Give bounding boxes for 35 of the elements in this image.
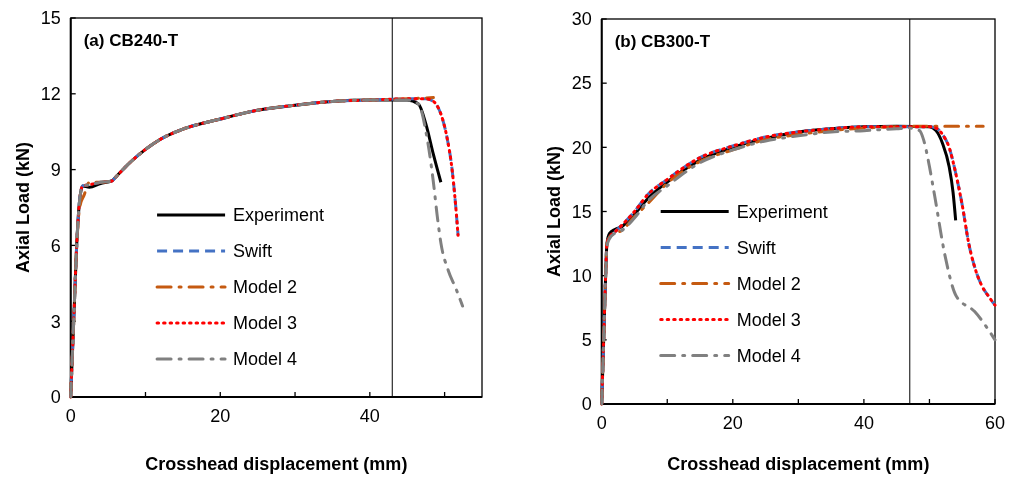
- x-tick-label: 20: [722, 413, 743, 433]
- x-tick-label: 20: [210, 406, 231, 426]
- y-tick-label: 10: [571, 265, 592, 286]
- y-tick-label: 3: [50, 311, 61, 332]
- x-axis-title: Crosshead displacement (mm): [667, 454, 930, 474]
- y-tick-label: 9: [50, 159, 61, 180]
- legend-label: Experiment: [233, 205, 325, 226]
- x-tick-label: 40: [853, 413, 874, 433]
- x-tick-label: 60: [984, 413, 1006, 433]
- text: (b) CB300-T: [614, 32, 711, 51]
- y-tick-label: 6: [50, 235, 61, 256]
- y-tick-label: 30: [571, 9, 592, 30]
- legend-label: Model 2: [736, 273, 801, 294]
- y-tick-label: 15: [571, 201, 592, 222]
- legend-label: Model 3: [233, 313, 298, 334]
- y-axis-title: Axial Load (kN): [543, 145, 564, 278]
- y-tick-label: 25: [571, 73, 592, 94]
- x-tick-label: 0: [65, 406, 76, 426]
- x-tick-label: 0: [596, 413, 607, 433]
- legend-label: Model 4: [736, 345, 801, 366]
- y-tick-label: 0: [50, 387, 61, 408]
- y-tick-label: 5: [581, 330, 592, 351]
- x-axis-title: Crosshead displacement (mm): [145, 454, 408, 474]
- legend-label: Experiment: [736, 201, 828, 222]
- legend-label: Swift: [736, 237, 776, 258]
- x-tick-label: 40: [359, 406, 380, 426]
- y-axis-title: Axial Load (kN): [12, 141, 33, 274]
- y-tick-label: 20: [571, 137, 592, 158]
- legend-label: Model 3: [736, 309, 801, 330]
- legend-label: Model 2: [233, 277, 298, 298]
- legend-label: Model 4: [233, 349, 298, 370]
- y-tick-label: 12: [40, 84, 61, 105]
- text: (a) CB240-T: [83, 31, 179, 50]
- legend-label: Swift: [233, 241, 273, 262]
- y-tick-label: 15: [40, 8, 61, 29]
